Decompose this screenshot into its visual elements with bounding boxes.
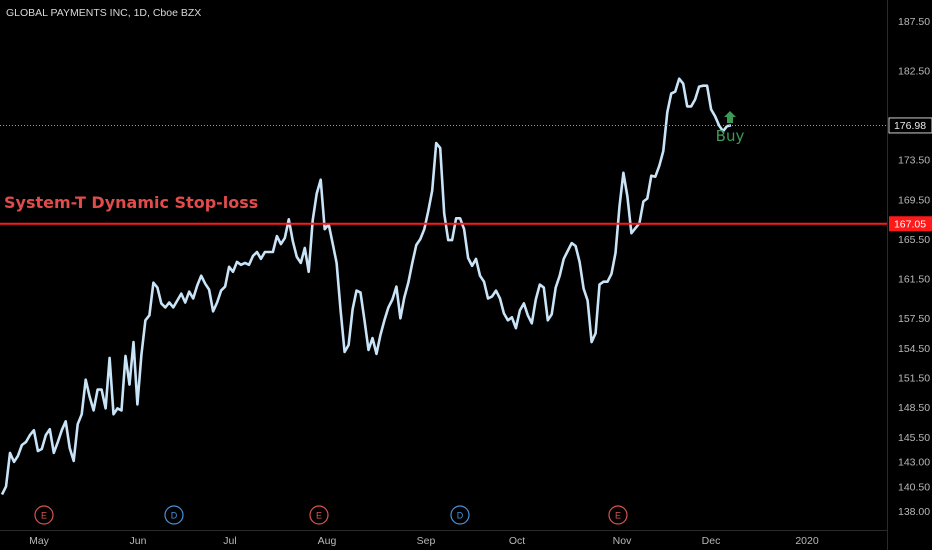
y-tick-label: 138.00 [898, 506, 930, 518]
buy-label: Buy [716, 127, 745, 145]
earnings-badge-circle [309, 505, 329, 525]
x-tick-label: Jun [130, 535, 147, 547]
y-tick-label: 173.50 [898, 155, 930, 167]
x-tick-label: Oct [509, 535, 525, 547]
y-tick-label: 157.50 [898, 313, 930, 325]
stop-loss-price-tag: 167.05 [889, 216, 932, 232]
x-tick-label: Sep [417, 535, 436, 547]
dividend-badge-letter: D [457, 511, 464, 521]
price-tag-bg [889, 216, 932, 232]
y-tick-label: 151.50 [898, 373, 930, 385]
y-tick-label: 182.50 [898, 66, 930, 78]
y-tick-label: 148.50 [898, 402, 930, 414]
y-tick-label: 169.50 [898, 194, 930, 206]
dividend-event-badge[interactable]: D [164, 505, 184, 525]
stop-loss-label: System-T Dynamic Stop-loss [4, 193, 258, 212]
y-tick-label: 140.50 [898, 481, 930, 493]
earnings-badge-circle [34, 505, 54, 525]
y-tick-label: 145.50 [898, 432, 930, 444]
x-tick-label: Dec [702, 535, 721, 547]
price-line [0, 77, 732, 496]
y-tick-label: 161.50 [898, 274, 930, 286]
earnings-event-badge[interactable]: E [309, 505, 329, 525]
earnings-badge-letter: E [316, 511, 322, 521]
price-tag-text: 176.98 [894, 120, 926, 132]
earnings-event-badge[interactable]: E [34, 505, 54, 525]
dividend-badge-circle [164, 505, 184, 525]
earnings-badge-letter: E [615, 511, 621, 521]
y-tick-label: 187.50 [898, 16, 930, 28]
buy-annotation: Buy [716, 111, 745, 145]
price-tag-text: 167.05 [894, 219, 926, 231]
dividend-badge-letter: D [171, 511, 178, 521]
chart-title: GLOBAL PAYMENTS INC, 1D, Cboe BZX [6, 7, 201, 19]
x-tick-label: 2020 [795, 535, 819, 547]
y-tick-label: 143.00 [898, 457, 930, 469]
y-tick-label: 165.50 [898, 234, 930, 246]
x-tick-label: Aug [318, 535, 337, 547]
dividend-event-badge[interactable]: D [450, 505, 470, 525]
x-tick-label: Jul [223, 535, 236, 547]
earnings-badge-circle [608, 505, 628, 525]
earnings-badge-letter: E [41, 511, 47, 521]
up-arrow-icon [724, 111, 736, 123]
y-tick-label: 154.50 [898, 343, 930, 355]
x-tick-label: May [29, 535, 50, 547]
dividend-badge-circle [450, 505, 470, 525]
last-price-tag: 176.98 [888, 117, 932, 134]
price-tag-bg [888, 117, 932, 134]
x-tick-label: Nov [613, 535, 632, 547]
earnings-event-badge[interactable]: E [608, 505, 628, 525]
